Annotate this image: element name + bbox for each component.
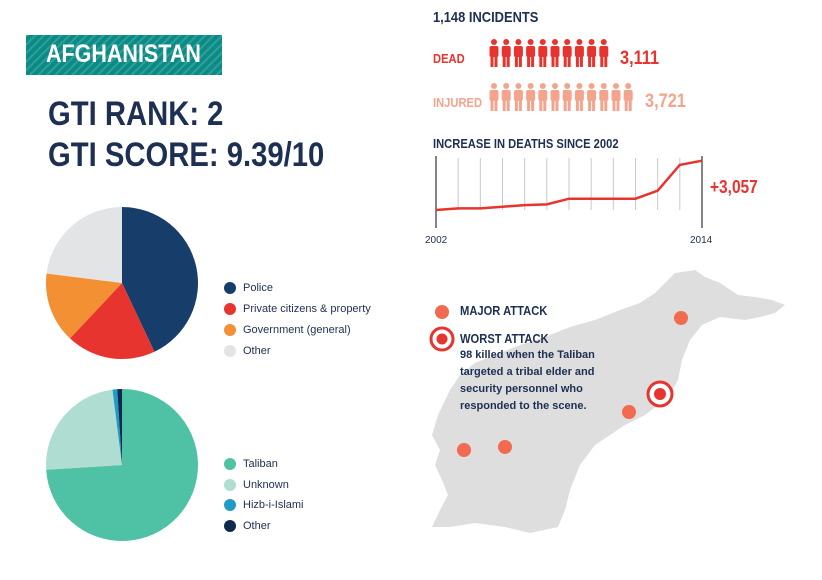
person-icon: [587, 39, 597, 67]
major-attack-marker: [498, 440, 512, 454]
legend-other: Other: [243, 345, 271, 357]
person-icon: [574, 83, 584, 111]
person-icon: [599, 39, 609, 67]
deaths-increase-annotation: +3,057: [710, 177, 758, 197]
worst-attack-description: 98 killed when the Taliban targeted a tr…: [460, 347, 610, 415]
deaths-line-chart: [435, 156, 703, 228]
person-icon: [587, 83, 597, 111]
legend-unknown-swatch: [224, 479, 236, 491]
dead-value: 3,111: [620, 48, 660, 69]
person-icon: [526, 83, 536, 111]
major-attack-label: MAJOR ATTACK: [460, 303, 548, 318]
person-icon: [526, 39, 536, 67]
pie-slice-police: [122, 207, 198, 352]
person-icon: [501, 83, 511, 111]
dead-label: DEAD: [433, 51, 465, 66]
person-icon: [562, 39, 572, 67]
legend-other-swatch: [224, 345, 236, 357]
major-attack-marker: [674, 311, 688, 325]
person-icon: [550, 83, 560, 111]
person-icon: [513, 83, 523, 111]
person-icon: [623, 83, 633, 111]
pie-slice-unknown: [46, 389, 122, 470]
person-icon: [550, 39, 560, 67]
legend-other-group: Other: [243, 520, 271, 532]
injured-label: INJURED: [433, 95, 483, 110]
pie-slice-taliban: [46, 389, 199, 541]
afghanistan-map: [432, 270, 785, 533]
pie-slice-hizb-i-islami: [112, 389, 122, 465]
x-tick-label-end: 2014: [690, 235, 713, 246]
worst-attack-label: WORST ATTACK: [460, 331, 549, 346]
deaths-series-line: [435, 159, 703, 212]
injured-value: 3,721: [645, 91, 686, 112]
major-attack-legend-icon: [435, 305, 449, 319]
person-icon: [513, 39, 523, 67]
legend-other-group-swatch: [224, 520, 236, 532]
worst-attack-line: targeted a tribal elder and: [460, 366, 595, 378]
worst-attack-marker-center: [654, 388, 666, 400]
incidents-count: 1,148 INCIDENTS: [433, 9, 539, 26]
pie-slice-government: [46, 273, 122, 339]
pie-slice-other: [117, 389, 122, 465]
injured-people-icons: [489, 83, 633, 111]
person-icon: [489, 39, 499, 67]
country-banner: [26, 35, 222, 75]
person-icon: [538, 83, 548, 111]
worst-attack-line: responded to the scene.: [460, 400, 587, 412]
person-icon: [489, 83, 499, 111]
major-attack-marker: [457, 443, 471, 457]
x-tick-label-start: 2002: [425, 235, 448, 246]
pie-slice-other: [46, 207, 122, 283]
person-icon: [574, 39, 584, 67]
country-title: AFGHANISTAN: [46, 40, 201, 68]
legend-hizb: Hizb-i-Islami: [243, 499, 304, 511]
pie-slice-private-citizens: [69, 283, 155, 359]
legend-police-swatch: [224, 282, 236, 294]
gti-score: GTI SCORE: 9.39/10: [48, 136, 325, 174]
legend-police: Police: [243, 282, 273, 294]
worst-attack-line: 98 killed when the Taliban: [460, 349, 595, 361]
line-chart-title: INCREASE IN DEATHS SINCE 2002: [433, 136, 619, 151]
legend-government-swatch: [224, 324, 236, 336]
country-shape: [432, 270, 785, 533]
legend-private: Private citizens & property: [243, 303, 371, 315]
major-attack-marker: [622, 405, 636, 419]
legend-private-swatch: [224, 303, 236, 315]
legend-taliban-swatch: [224, 458, 236, 470]
worst-attack-line: security personnel who: [460, 383, 583, 395]
person-icon: [599, 83, 609, 111]
legend-unknown: Unknown: [243, 479, 289, 491]
legend-hizb-swatch: [224, 499, 236, 511]
person-icon: [562, 83, 572, 111]
person-icon: [538, 39, 548, 67]
gti-rank: GTI RANK: 2: [48, 95, 224, 133]
worst-attack-legend-icon: [429, 326, 455, 352]
legend-taliban: Taliban: [243, 458, 278, 470]
group-pie-chart: [46, 389, 199, 541]
dead-people-icons: [489, 39, 609, 67]
person-icon: [611, 83, 621, 111]
person-icon: [501, 39, 511, 67]
legend-government: Government (general): [243, 324, 351, 336]
target-pie-chart: [46, 207, 198, 359]
